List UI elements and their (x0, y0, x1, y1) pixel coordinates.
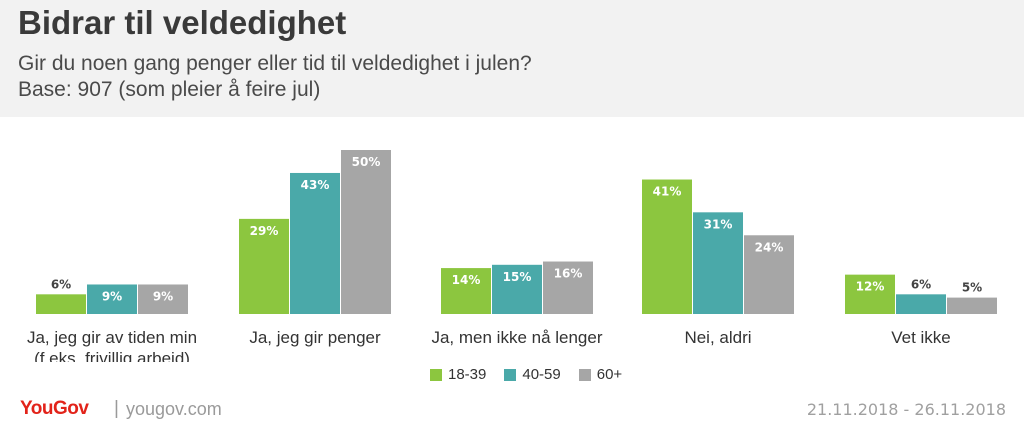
data-label-60-plus-cat1: 50% (352, 155, 381, 169)
legend-swatch-40-59 (504, 368, 517, 381)
chart-subtitle: Gir du noen gang penger eller tid til ve… (18, 51, 532, 103)
bar-chart: 6% 9% 9% Ja, jeg gir av tiden min (f.eks. fr… (27, 150, 997, 362)
category-label-4-line0: Vet ikke (891, 328, 951, 347)
bar-18-39-cat2 (441, 268, 491, 314)
legend: 18-39 40-59 60+ (430, 366, 640, 383)
data-label-40-59-cat2: 15% (503, 270, 532, 284)
bar-60-plus-cat3 (744, 235, 794, 314)
yougov-logo: YouGov (20, 398, 89, 419)
legend-label-60-plus: 60+ (596, 366, 623, 383)
legend-swatch-60-plus (578, 368, 591, 381)
bar-60-plus-cat1 (341, 150, 391, 314)
subtitle-question: Gir du noen gang penger eller tid til ve… (18, 52, 532, 75)
data-label-60-plus-cat3: 24% (755, 240, 784, 254)
data-label-18-39-cat3: 41% (653, 185, 682, 199)
data-label-60-plus-cat0: 9% (153, 289, 173, 303)
data-label-18-39-cat1: 29% (250, 224, 279, 238)
bar-18-39-cat0 (36, 294, 86, 314)
bar-40-59-cat1 (290, 172, 340, 314)
bar-18-39-cat1 (239, 218, 289, 314)
subtitle-base: Base: 907 (som pleier å feire jul) (18, 78, 321, 101)
legend-item-40-59: 40-59 (504, 366, 561, 383)
bar-40-59-cat0 (87, 284, 137, 314)
data-label-18-39-cat4: 12% (856, 280, 885, 294)
bar-60-plus-cat4 (947, 297, 997, 314)
footer-url[interactable]: yougov.com (126, 399, 222, 419)
category-label-2-line0: Ja, men ikke nå lenger (431, 328, 602, 347)
category-label-3-line0: Nei, aldri (684, 328, 751, 347)
data-label-60-plus-cat2: 16% (554, 267, 583, 281)
chart-title: Bidrar til veldedighet (18, 4, 347, 41)
legend-swatch-18-39 (430, 368, 442, 381)
data-label-40-59-cat4: 6% (911, 277, 931, 291)
data-label-18-39-cat2: 14% (452, 273, 481, 287)
data-label-18-39-cat0: 6% (51, 277, 71, 291)
bar-60-plus-cat0 (138, 284, 188, 314)
category-label-0-line0: Ja, jeg gir av tiden min (27, 328, 197, 347)
bar-40-59-cat2 (492, 264, 542, 314)
data-label-40-59-cat0: 9% (102, 289, 122, 303)
legend-item-60-plus: 60+ (578, 366, 623, 383)
data-label-40-59-cat1: 43% (301, 178, 330, 192)
legend-label-18-39: 18-39 (448, 366, 487, 383)
category-label-0-line1: (f.eks. frivillig arbeid) (34, 349, 190, 362)
bar-18-39-cat4 (845, 274, 895, 314)
bar-40-59-cat3 (693, 212, 743, 314)
legend-item-18-39: 18-39 (430, 366, 486, 383)
bar-40-59-cat4 (896, 294, 946, 314)
footer-separator: | (114, 398, 119, 419)
bar-60-plus-cat2 (543, 261, 593, 314)
header: Bidrar til veldedighet Gir du noen gang … (0, 0, 1024, 117)
bar-18-39-cat3 (642, 179, 692, 314)
footer-date-range: 21.11.2018 - 26.11.2018 (806, 400, 1006, 419)
legend-label-40-59: 40-59 (522, 366, 561, 383)
data-label-40-59-cat3: 31% (704, 217, 733, 231)
category-label-1-line0: Ja, jeg gir penger (249, 328, 381, 347)
data-label-60-plus-cat4: 5% (962, 281, 982, 295)
